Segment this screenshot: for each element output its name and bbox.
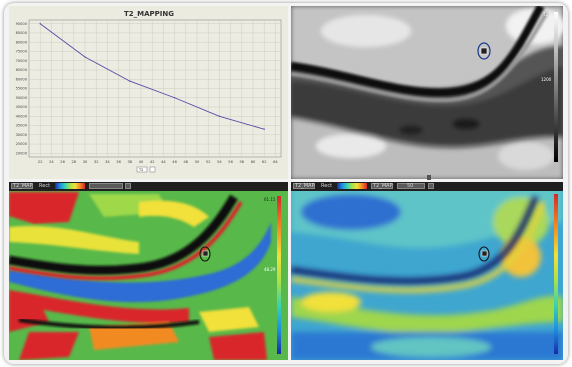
map-select-right-2[interactable] [371, 183, 393, 189]
x-tick-label: 56 [228, 160, 233, 164]
data-point [263, 128, 265, 130]
data-point [39, 23, 41, 25]
map-select-right-label: T2_MAP [295, 183, 315, 189]
x-tick-label: 48 [184, 160, 189, 164]
scale-mid-label-left: 48.29 [264, 267, 276, 272]
series-layer [39, 23, 265, 130]
colorbar-left [277, 196, 281, 354]
mri-grayscale-panel: T2 1200 [291, 6, 563, 179]
y-tick-label: 80000 [16, 40, 28, 44]
y-tick-label: 55000 [16, 87, 28, 91]
x-tick-label: 50 [195, 160, 200, 164]
x-tick-label: 38 [128, 160, 133, 164]
x-tick-label: 24 [49, 160, 54, 164]
close-icon-left[interactable] [125, 183, 131, 189]
value-field-right-label: 50 [407, 183, 414, 189]
t2-colormap-left [9, 182, 288, 360]
x-tick-label: 26 [60, 160, 65, 164]
y-tick-label: 40000 [16, 114, 28, 118]
colorbar-right [554, 194, 558, 354]
x-tick-label: 40 [139, 160, 144, 164]
x-tick-label: 42 [150, 160, 155, 164]
x-tick-label: 58 [240, 160, 245, 164]
legend-label: T2 [138, 168, 143, 172]
t2-map-panel-right: T2_MAP Rect T2_MAP 50 [291, 182, 563, 360]
map-toolbar-left: T2_MAP Rect [9, 182, 288, 191]
y-tick-label: 60000 [16, 77, 28, 81]
y-tick-label: 25000 [16, 142, 28, 146]
plot-area [28, 19, 282, 158]
data-point [129, 80, 131, 82]
map-select-right-2-label: T2_MAP [373, 183, 393, 189]
screenshot-frame: T2_MAPPING 90000 85000 80000 75000 70000 6500… [4, 3, 568, 364]
window-level-left[interactable] [89, 183, 123, 189]
series-line-t2 [39, 23, 265, 130]
t2-mapping-chart: T2_MAPPING 90000 85000 80000 75000 70000 6500… [9, 6, 288, 179]
close-icon-right[interactable] [428, 183, 434, 189]
x-tick-label: 60 [251, 160, 256, 164]
splitter-handle[interactable] [427, 175, 431, 180]
x-tick-label: 52 [206, 160, 211, 164]
t2-colormap-right [291, 182, 563, 360]
x-tick-label: 36 [116, 160, 121, 164]
t2-mapping-chart-panel: T2_MAPPING 90000 85000 80000 75000 70000 6500… [9, 6, 288, 179]
x-tick-label: 30 [83, 160, 88, 164]
legend-dropdown[interactable] [149, 166, 156, 173]
y-tick-label: 65000 [16, 68, 28, 72]
y-tick-label: 70000 [16, 59, 28, 63]
mri-grayscale-image [291, 6, 563, 179]
scale-top-label-left: 61.15 [264, 197, 276, 202]
y-tick-label: 90000 [16, 22, 28, 26]
x-tick-label: 44 [161, 160, 166, 164]
roi-handle-right-icon[interactable] [481, 250, 488, 257]
y-tick-label: 30000 [16, 133, 28, 137]
legend-box[interactable] [136, 166, 148, 173]
x-axis-ticks: 22 24 26 28 30 32 34 36 38 40 42 44 46 48 50 52 54 56 58 60… [38, 160, 278, 164]
roi-handle-icon[interactable] [480, 47, 488, 55]
y-tick-label: 50000 [16, 96, 28, 100]
map-toolbar-right: T2_MAP Rect T2_MAP 50 [291, 182, 563, 191]
roi-marker-left[interactable] [199, 246, 211, 262]
mode-label-left: Rect [39, 183, 51, 189]
colormap-swatch-right[interactable] [337, 183, 367, 189]
map-select-left[interactable] [11, 183, 33, 189]
map-select-right[interactable] [293, 183, 315, 189]
map-select-left-label: T2_MAP [13, 183, 33, 189]
roi-marker[interactable] [477, 42, 491, 60]
y-tick-label: 45000 [16, 105, 28, 109]
chart-title: T2_MAPPING [124, 10, 174, 18]
y-tick-label: 20000 [16, 151, 28, 155]
roi-marker-right[interactable] [478, 246, 490, 262]
x-tick-label: 32 [94, 160, 99, 164]
x-tick-label: 54 [217, 160, 222, 164]
y-tick-label: 75000 [16, 50, 28, 54]
data-point [173, 97, 176, 99]
mri-scale-top-label: T2 [543, 12, 548, 17]
x-tick-label: 28 [72, 160, 77, 164]
roi-handle-left-icon[interactable] [202, 250, 209, 257]
x-tick-label: 46 [172, 160, 177, 164]
mri-scale-mid-label: 1200 [541, 77, 552, 82]
t2-map-panel-left: T2_MAP Rect 61.15 48.29 [9, 182, 288, 360]
y-axis-ticks: 90000 85000 80000 75000 70000 65000 60000 55000… [16, 22, 28, 156]
mode-label-right: Rect [321, 183, 333, 189]
x-tick-label: 64 [273, 160, 278, 164]
grayscale-colorbar [554, 12, 558, 162]
x-tick-label: 22 [38, 160, 43, 164]
value-field-right[interactable] [397, 183, 425, 189]
y-tick-label: 35000 [16, 124, 28, 128]
data-point [84, 56, 86, 58]
y-tick-label: 85000 [16, 31, 28, 35]
x-tick-label: 62 [262, 160, 267, 164]
data-point [218, 115, 221, 117]
x-tick-label: 34 [105, 160, 110, 164]
colormap-swatch-left[interactable] [55, 183, 85, 189]
